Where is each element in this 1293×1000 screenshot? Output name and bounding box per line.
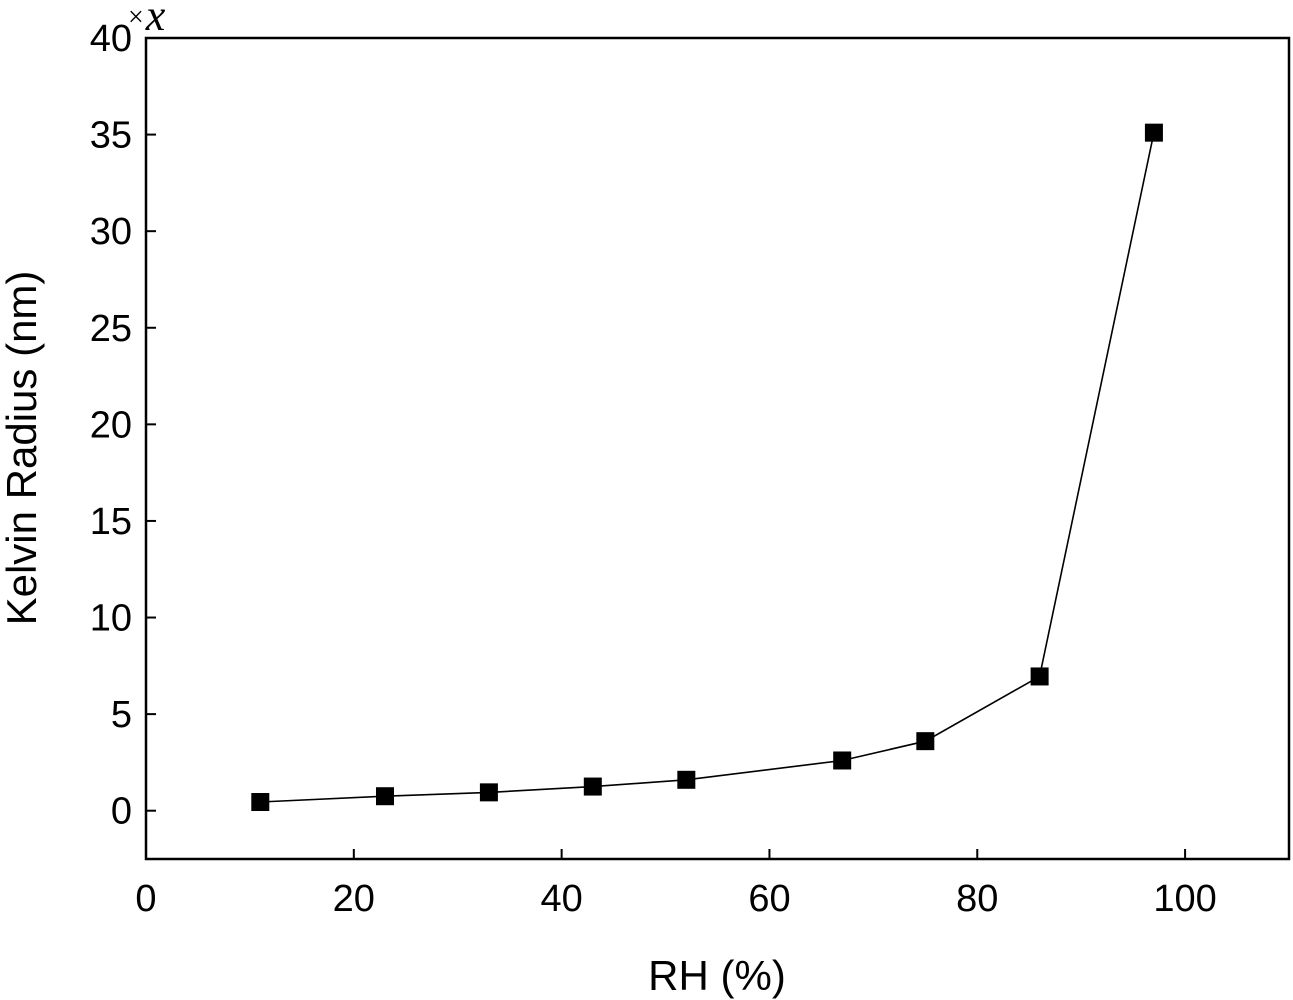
y-axis-tick-labels: 0 5 10 15 20 25 30 35 40 [90,18,132,833]
x-tick-label: 0 [135,878,156,920]
y-axis-title: Kelvin Radius (nm) [0,271,45,626]
data-point [583,777,602,796]
y-tick-label: 35 [90,115,132,157]
multiplier-sign: × [128,2,144,33]
y-tick-label: 25 [90,308,132,350]
x-tick-label: 60 [748,878,790,920]
x-tick-label: 100 [1153,878,1216,920]
y-axis-ticks [146,37,156,812]
x-axis-ticks [145,849,1187,859]
axis-multiplier: ×x [128,0,166,40]
y-tick-label: 5 [111,694,132,736]
data-point [916,732,935,751]
series-line [260,132,1155,803]
series-markers [251,123,1163,812]
x-axis-title: RH (%) [648,952,786,999]
x-axis-tick-labels: 0 20 40 60 80 100 [135,878,1216,920]
y-tick-label: 20 [90,404,132,446]
x-tick-label: 20 [333,878,375,920]
x-tick-label: 40 [540,878,582,920]
y-tick-label: 0 [111,791,132,833]
data-point [479,783,498,802]
plot-frame [144,36,1291,861]
data-point [1144,123,1163,142]
data-point [1030,667,1049,686]
y-tick-label: 40 [90,18,132,60]
y-tick-label: 10 [90,598,132,640]
data-point [251,793,270,812]
y-tick-label: 30 [90,211,132,253]
x-tick-label: 80 [956,878,998,920]
data-point [677,770,696,789]
y-tick-label: 15 [90,501,132,543]
multiplier-variable: x [145,0,166,40]
data-point [833,751,852,770]
data-point [375,787,394,806]
